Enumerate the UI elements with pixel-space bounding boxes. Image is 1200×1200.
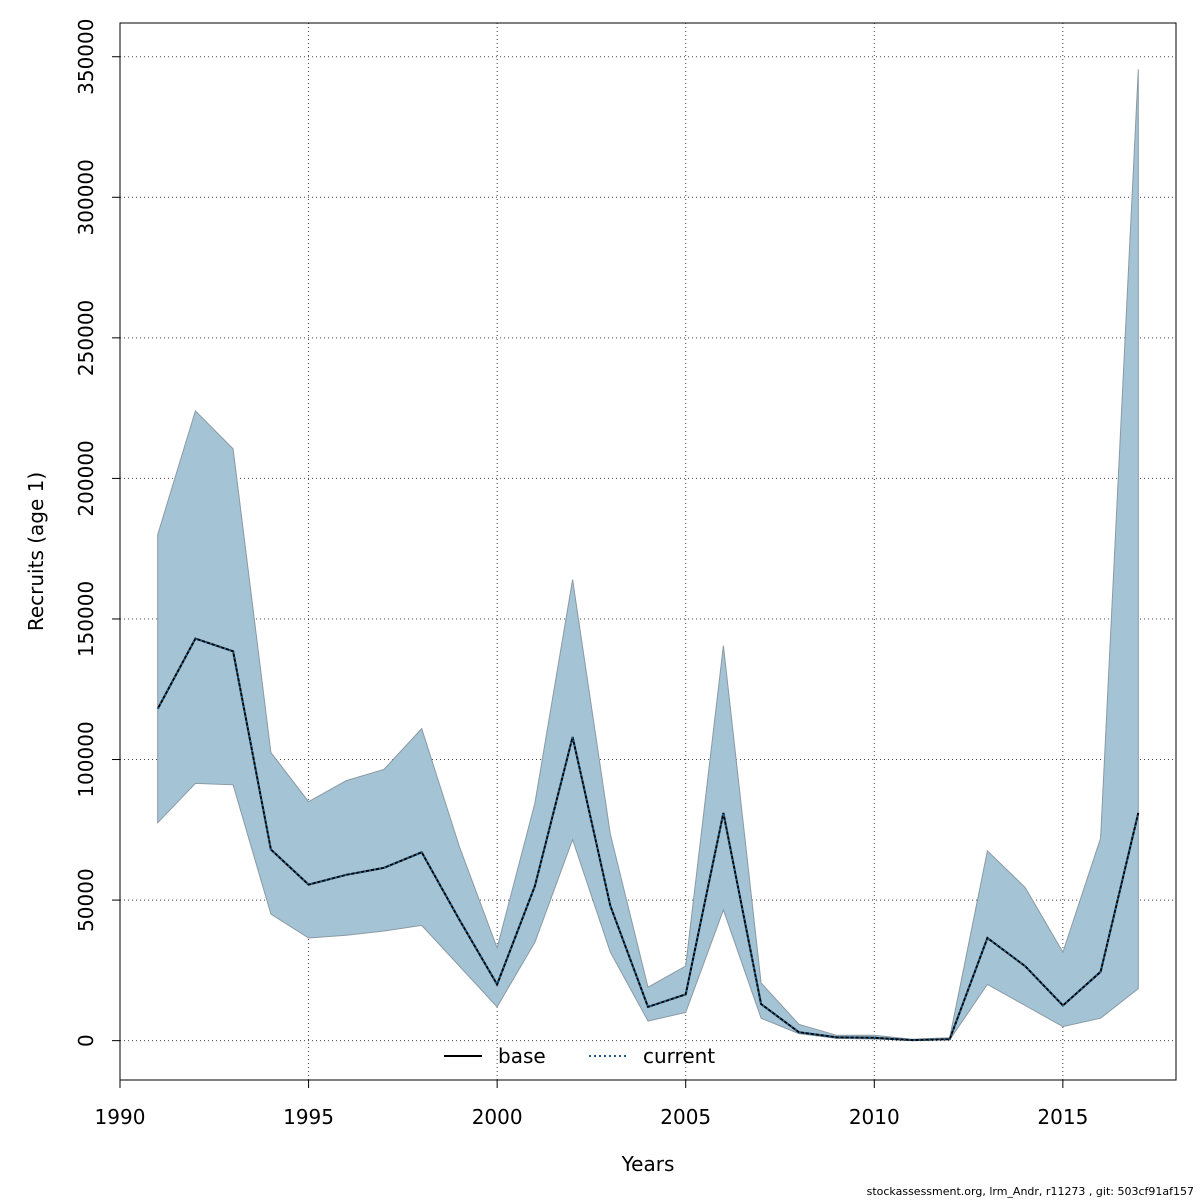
y-axis-title: Recruits (age 1) (24, 472, 48, 631)
confidence-band (157, 69, 1139, 1041)
x-tick-label: 1990 (95, 1105, 146, 1129)
footer-credit: stockassessment.org, lrm_Andr, r11273 , … (866, 1185, 1194, 1198)
axes: 1990 1995 2000 2005 2010 2015 0 50000 100000 1500… (74, 19, 1088, 1129)
y-tick-label: 200000 (74, 440, 98, 516)
series-line-current (156, 637, 1140, 1042)
x-tick-label: 2010 (849, 1105, 900, 1129)
legend-label-current: current (643, 1044, 715, 1068)
series-lines (156, 637, 1140, 1042)
y-tick-label: 100000 (74, 721, 98, 797)
x-tick-label: 2005 (660, 1105, 711, 1129)
grid-lines (119, 23, 1176, 1080)
y-tick-label: 350000 (74, 19, 98, 95)
legend: base current (444, 1044, 715, 1068)
y-tick-label: 50000 (74, 868, 98, 932)
x-tick-label: 2015 (1037, 1105, 1088, 1129)
x-tick-label: 1995 (283, 1105, 334, 1129)
y-tick-label: 0 (74, 1034, 98, 1047)
y-tick-label: 300000 (74, 159, 98, 235)
x-tick-label: 2000 (472, 1105, 523, 1129)
y-tick-label: 250000 (74, 300, 98, 376)
x-axis-title: Years (621, 1152, 675, 1176)
legend-label-base: base (498, 1044, 546, 1068)
y-tick-label: 150000 (74, 581, 98, 657)
